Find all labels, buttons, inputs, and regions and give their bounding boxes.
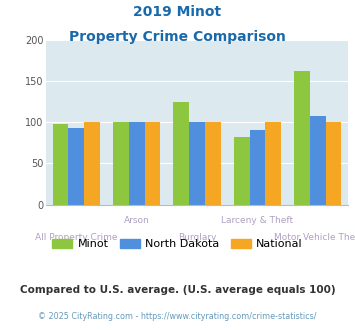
Text: Compared to U.S. average. (U.S. average equals 100): Compared to U.S. average. (U.S. average … bbox=[20, 285, 335, 295]
Bar bbox=[84, 122, 100, 205]
Bar bbox=[205, 122, 220, 205]
Bar bbox=[310, 116, 326, 205]
Bar bbox=[234, 137, 250, 205]
Text: 2019 Minot: 2019 Minot bbox=[133, 5, 222, 19]
Bar bbox=[326, 122, 341, 205]
Text: Property Crime Comparison: Property Crime Comparison bbox=[69, 30, 286, 44]
Bar bbox=[53, 124, 69, 205]
Bar bbox=[189, 122, 205, 205]
Bar bbox=[250, 130, 265, 205]
Text: © 2025 CityRating.com - https://www.cityrating.com/crime-statistics/: © 2025 CityRating.com - https://www.city… bbox=[38, 312, 317, 321]
Bar bbox=[129, 122, 144, 205]
Text: Motor Vehicle Theft: Motor Vehicle Theft bbox=[274, 233, 355, 242]
Legend: Minot, North Dakota, National: Minot, North Dakota, National bbox=[48, 234, 307, 253]
Bar bbox=[69, 128, 84, 205]
Text: Burglary: Burglary bbox=[178, 233, 216, 242]
Text: Arson: Arson bbox=[124, 216, 149, 225]
Bar bbox=[294, 71, 310, 205]
Bar bbox=[174, 102, 189, 205]
Bar bbox=[265, 122, 281, 205]
Bar bbox=[113, 122, 129, 205]
Text: All Property Crime: All Property Crime bbox=[35, 233, 118, 242]
Text: Larceny & Theft: Larceny & Theft bbox=[221, 216, 294, 225]
Bar bbox=[144, 122, 160, 205]
